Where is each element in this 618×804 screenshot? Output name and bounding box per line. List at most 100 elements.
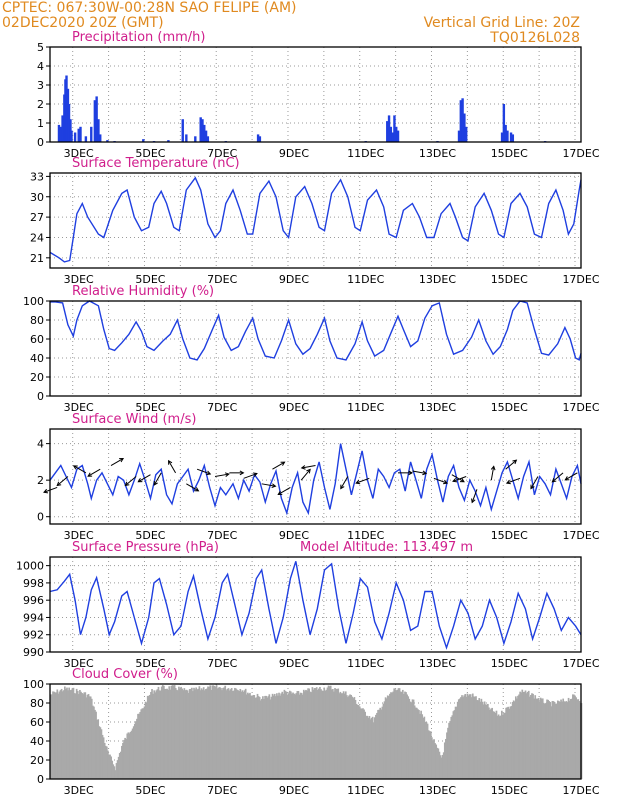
pressure-ytick-label: 998 bbox=[23, 577, 44, 590]
wind-vector bbox=[137, 474, 151, 483]
cloud-bar bbox=[271, 693, 274, 779]
precip-bar bbox=[90, 126, 93, 142]
cloud-bar bbox=[506, 707, 509, 779]
wind-vector-shaft bbox=[412, 470, 427, 474]
cloud-bar bbox=[70, 689, 73, 779]
cloud-bar bbox=[397, 688, 400, 779]
wind-xtick-label: 3DEC bbox=[64, 529, 94, 542]
wind-xtick-label: 5DEC bbox=[135, 529, 165, 542]
cloud-bar bbox=[152, 693, 154, 779]
cloud-bar bbox=[253, 695, 256, 779]
cloud-bar bbox=[234, 687, 236, 779]
precip-bar bbox=[99, 134, 102, 142]
cloud-bar bbox=[250, 695, 252, 779]
cloud-bar bbox=[562, 698, 565, 779]
precipitation-xtick-label: 9DEC bbox=[279, 147, 309, 160]
cloud-bar bbox=[90, 698, 93, 779]
wind-vector-shaft bbox=[153, 472, 162, 486]
cloud-bar bbox=[201, 689, 204, 779]
wind-vector-shaft bbox=[301, 465, 316, 469]
cloud-bar bbox=[288, 690, 291, 779]
cloud-bar bbox=[245, 694, 248, 779]
wind-vector-shaft bbox=[471, 489, 478, 503]
cloud-ytick-label: 60 bbox=[30, 716, 44, 729]
cloud-bar bbox=[123, 739, 125, 779]
humidity-xtick-label: 17DEC bbox=[562, 401, 599, 414]
wind-vector-head bbox=[355, 479, 361, 485]
wind-vector-shaft bbox=[355, 477, 370, 484]
cloud-bar bbox=[210, 689, 213, 779]
cloud-bar bbox=[127, 732, 130, 779]
cloud-bar bbox=[77, 694, 80, 779]
wind-title: Surface Wind (m/s) bbox=[72, 412, 196, 427]
precipitation-ytick-label: 0 bbox=[37, 136, 44, 149]
cloud-bar bbox=[508, 708, 511, 779]
cloud-bar bbox=[255, 697, 258, 779]
wind-vector-head bbox=[530, 484, 535, 490]
cloud-bar bbox=[298, 694, 301, 779]
cloud-bar bbox=[510, 706, 513, 779]
cloud-bar bbox=[159, 690, 162, 779]
cloud-ytick-label: 20 bbox=[30, 754, 44, 767]
cloud-bar bbox=[54, 692, 57, 779]
cloud-bar bbox=[293, 693, 295, 779]
cloud-bar bbox=[574, 695, 576, 779]
cloud-bar bbox=[335, 688, 337, 779]
cloud-bar bbox=[278, 692, 280, 779]
cloud-bar bbox=[485, 704, 488, 779]
pressure-xtick-label: 3DEC bbox=[64, 657, 94, 670]
cloud-bar bbox=[500, 710, 503, 779]
cloud-bar bbox=[109, 754, 111, 779]
wind-vector-shaft bbox=[87, 468, 101, 477]
wind-vector-shaft bbox=[196, 468, 211, 475]
cloud-bar bbox=[483, 701, 486, 779]
cloud-bar bbox=[330, 689, 333, 779]
cloud-bar bbox=[256, 693, 259, 779]
precip-bar bbox=[386, 121, 389, 142]
cloud-bar bbox=[491, 707, 494, 779]
humidity-xtick-label: 15DEC bbox=[491, 401, 528, 414]
cloud-bar bbox=[260, 698, 263, 779]
cloud-bar bbox=[420, 710, 422, 779]
humidity-panel: Relative Humidity (%) 0 20 40 60 80 100 3DEC 5DE… bbox=[23, 284, 600, 414]
wind-vector-head bbox=[56, 481, 62, 487]
wind-vector-head bbox=[452, 477, 458, 483]
cloud-bar bbox=[324, 690, 327, 779]
wind-vector-head bbox=[194, 487, 200, 492]
cloud-bar bbox=[227, 688, 230, 779]
cloud-bar bbox=[547, 699, 549, 779]
temperature-ytick-label: 33 bbox=[30, 170, 44, 183]
cloud-bar bbox=[447, 727, 449, 779]
cloud-bar bbox=[167, 689, 170, 779]
humidity-ytick-label: 40 bbox=[30, 352, 44, 365]
precip-bar bbox=[185, 134, 188, 142]
cloud-bar bbox=[209, 685, 211, 779]
wind-vector-head bbox=[459, 477, 465, 483]
cloud-bar bbox=[455, 706, 458, 779]
cloud-bar bbox=[266, 697, 269, 779]
cloud-bar bbox=[80, 691, 82, 779]
cloud-bar bbox=[231, 690, 234, 779]
cloud-bar bbox=[313, 687, 316, 779]
cloud-bar bbox=[153, 690, 156, 779]
cloud-bar bbox=[301, 694, 304, 779]
cloud-bar bbox=[196, 689, 199, 779]
wind-vector-head bbox=[224, 472, 230, 477]
precip-bar bbox=[391, 132, 394, 142]
cloud-bar bbox=[305, 689, 307, 779]
cloud-bar bbox=[83, 692, 86, 779]
cloud-frame bbox=[49, 683, 582, 780]
wind-vector-shaft bbox=[530, 476, 539, 489]
wind-vector-shaft bbox=[56, 476, 69, 486]
wind-vector bbox=[214, 472, 230, 477]
cloud-bar bbox=[382, 703, 385, 779]
cloud-bar bbox=[156, 689, 159, 779]
cloud-bar bbox=[76, 690, 79, 779]
cloud-bar bbox=[93, 706, 95, 779]
cloud-bar bbox=[150, 691, 152, 779]
cloud-bar bbox=[283, 689, 286, 779]
cloud-bar bbox=[552, 701, 555, 779]
cloud-bar bbox=[400, 691, 403, 779]
cloud-bar bbox=[56, 689, 59, 779]
precip-bar bbox=[256, 134, 260, 142]
